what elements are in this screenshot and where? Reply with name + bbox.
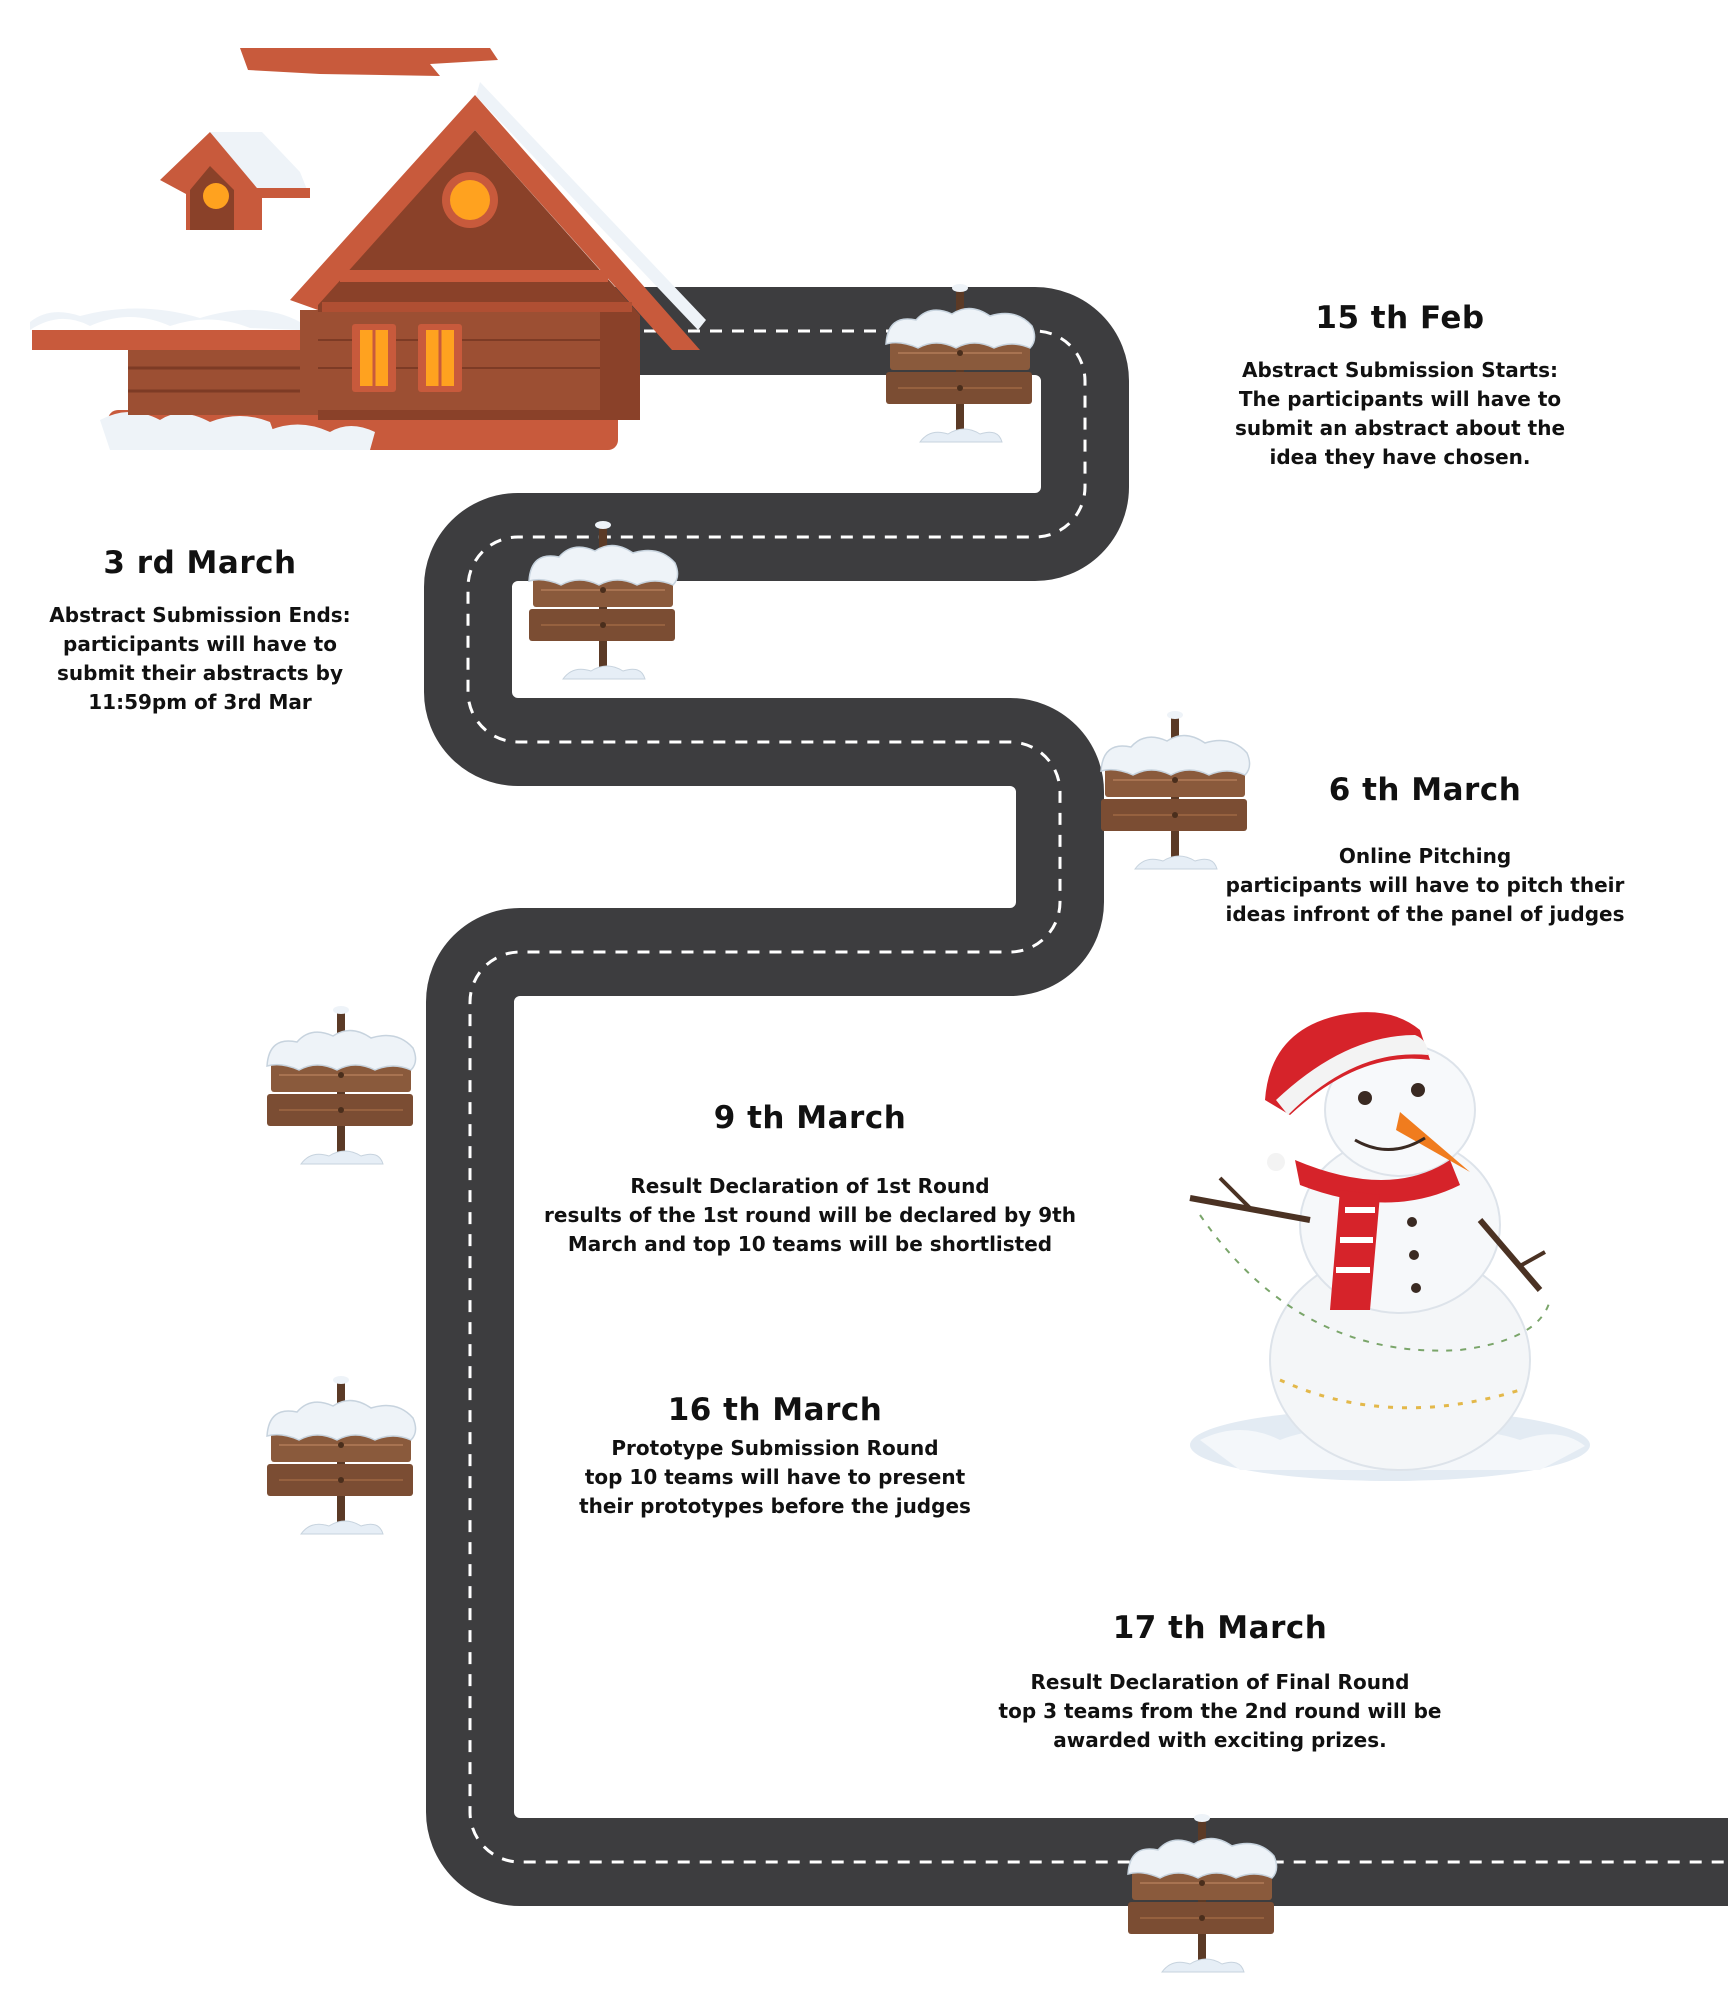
event-description: participants will have to submit their a… <box>57 632 343 714</box>
event-title: Result Declaration of 1st Round <box>630 1174 990 1198</box>
event-title: Abstract Submission Starts: <box>1241 358 1559 382</box>
event-description: top 10 teams will have to present their … <box>579 1465 971 1518</box>
event-date: 9 th March <box>713 1100 907 1136</box>
signpost-5 <box>266 1375 417 1535</box>
event-date: 6 th March <box>1328 772 1522 808</box>
event-description: The participants will have to submit an … <box>1234 387 1566 469</box>
event-description: results of the 1st round will be declare… <box>544 1203 1076 1256</box>
event-date: 17 th March <box>1112 1610 1328 1646</box>
event-title: Result Declaration of Final Round <box>1030 1670 1410 1694</box>
event-16-march: 16 th March Prototype Submission Round t… <box>565 1392 985 1521</box>
road <box>424 287 1728 1906</box>
event-description: participants will have to pitch their id… <box>1225 873 1625 926</box>
event-6-march: 6 th March Online Pitching participants … <box>1215 772 1635 929</box>
event-date: 3 rd March <box>103 545 297 581</box>
signpost-4 <box>266 1005 417 1165</box>
event-description: top 3 teams from the 2nd round will be a… <box>998 1699 1442 1752</box>
event-date: 15 th Feb <box>1315 300 1485 336</box>
event-3-march: 3 rd March Abstract Submission Ends: par… <box>30 545 370 717</box>
event-title: Online Pitching <box>1338 844 1512 868</box>
event-17-march: 17 th March Result Declaration of Final … <box>940 1610 1500 1755</box>
snowman <box>1189 1012 1590 1481</box>
event-title: Prototype Submission Round <box>611 1436 939 1460</box>
event-9-march: 9 th March Result Declaration of 1st Rou… <box>530 1100 1090 1259</box>
event-date: 16 th March <box>667 1392 883 1428</box>
event-15-feb: 15 th Feb Abstract Submission Starts: Th… <box>1150 300 1650 472</box>
event-title: Abstract Submission Ends: <box>49 603 351 627</box>
snowy-house <box>30 48 706 450</box>
